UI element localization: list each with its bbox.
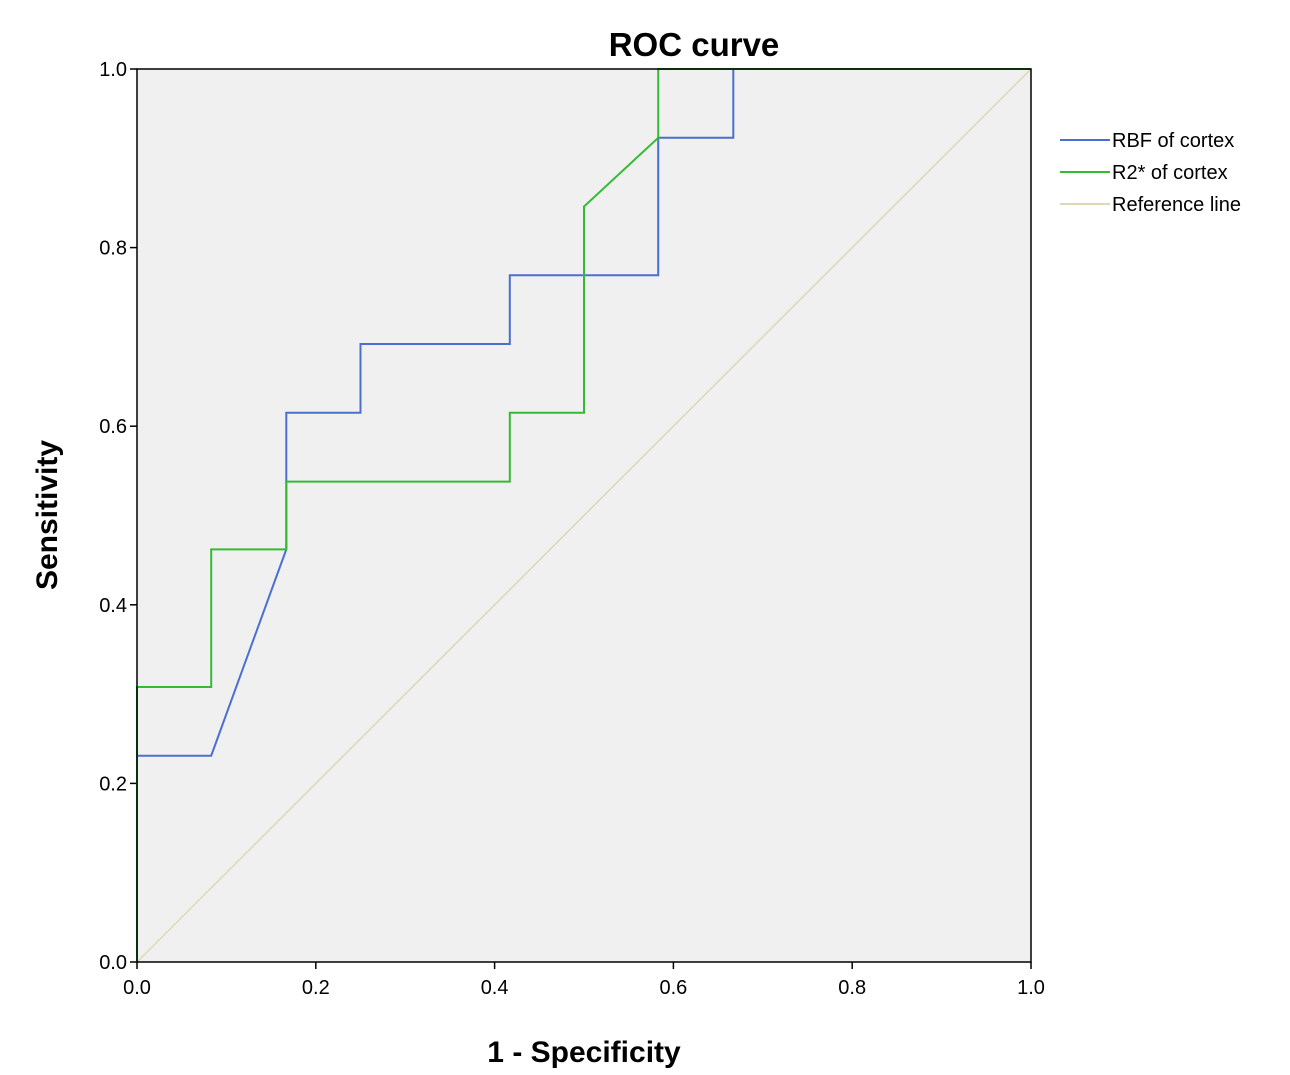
- y-tick-label: 0.8: [99, 238, 127, 260]
- axis-ticks: 0.0 0.2 0.4 0.6 0.8 1.0 0.0 0.2 0.4 0.6 0.8 1.0: [99, 59, 1045, 999]
- plot-frame: [136, 68, 1032, 963]
- y-axis-label: Sensitivity: [31, 440, 64, 590]
- legend-label: RBF of cortex: [1112, 130, 1234, 152]
- chart-title: ROC curve: [609, 26, 780, 63]
- series-lines: [136, 68, 1032, 963]
- y-tick-label: 0.2: [99, 773, 127, 795]
- legend-label: R2* of cortex: [1112, 162, 1228, 184]
- x-tick-label: 1.0: [1017, 977, 1045, 999]
- x-axis-label: 1 - Specificity: [487, 1036, 681, 1069]
- x-tick-label: 0.2: [302, 977, 330, 999]
- y-tick-label: 0.4: [99, 595, 127, 617]
- series-line-r2-of-cortex: [136, 68, 1031, 962]
- y-tick-label: 0.6: [99, 416, 127, 438]
- x-tick-label: 0.8: [838, 977, 866, 999]
- legend: RBF of cortex R2* of cortex Reference line: [1060, 130, 1241, 216]
- y-tick-label: 1.0: [99, 59, 127, 81]
- y-tick-label: 0.0: [99, 952, 127, 974]
- series-line-reference-line: [136, 68, 1032, 963]
- x-tick-label: 0.6: [659, 977, 687, 999]
- series-line-rbf-of-cortex: [136, 68, 1031, 962]
- legend-label: Reference line: [1112, 194, 1241, 216]
- x-tick-label: 0.4: [481, 977, 509, 999]
- x-tick-label: 0.0: [123, 977, 151, 999]
